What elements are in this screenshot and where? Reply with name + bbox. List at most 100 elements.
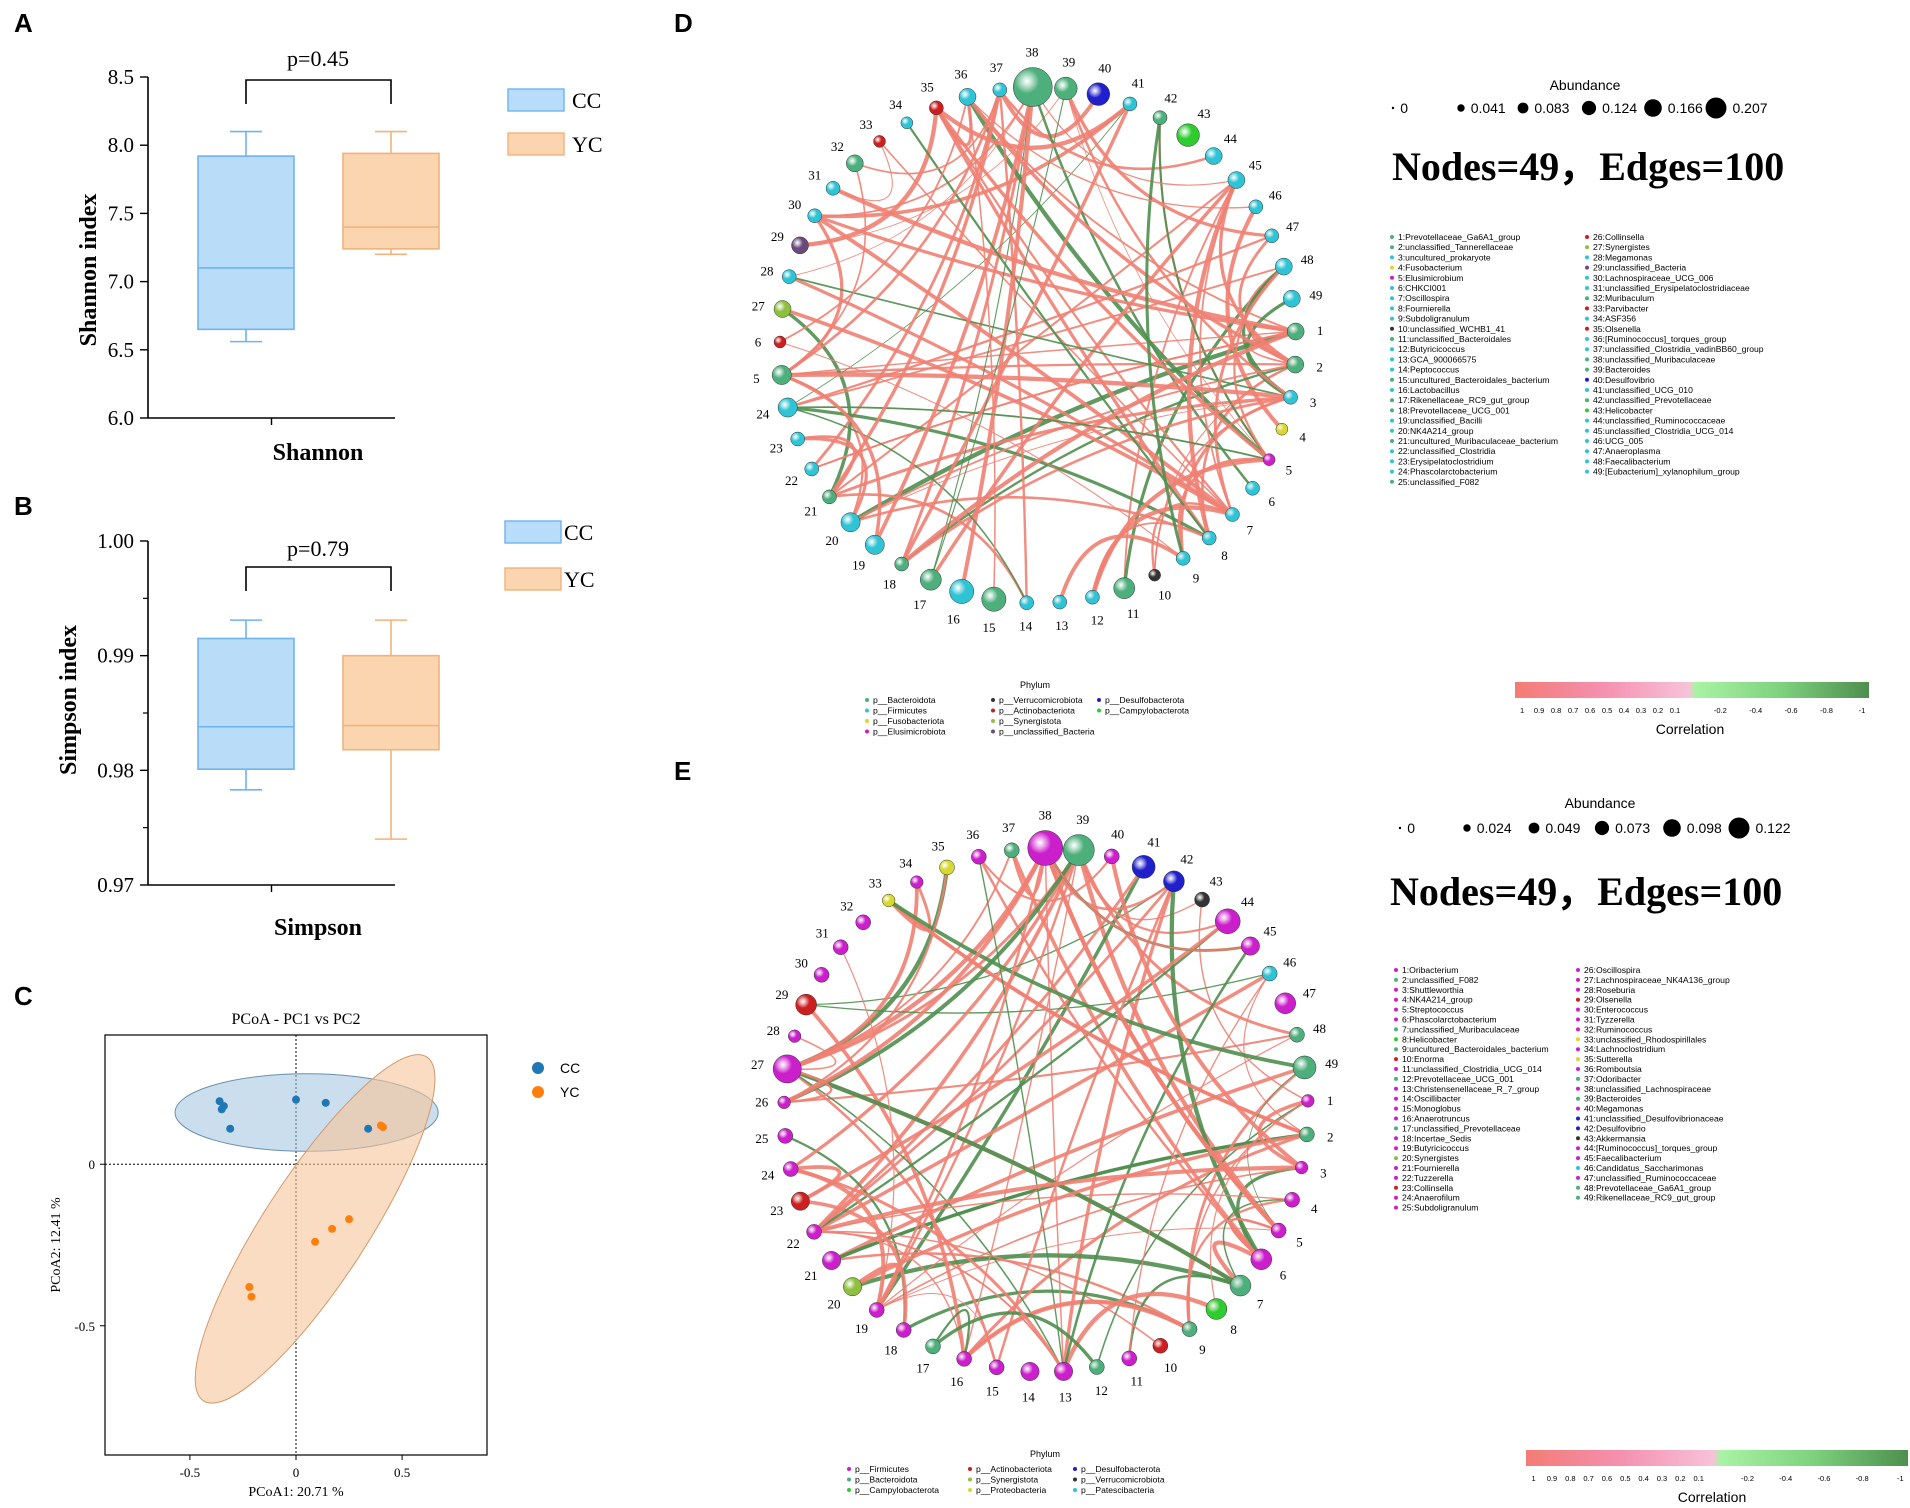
node-label: 3 [1310, 395, 1317, 410]
taxa-dot [1394, 997, 1398, 1002]
taxa-item: 16:Anaerotruncus [1402, 1114, 1470, 1124]
node-label: 38 [1039, 808, 1052, 823]
node-label: 30 [788, 197, 801, 212]
node-label: 1 [1327, 1093, 1334, 1108]
colorbar-tick-label: 0.2 [1675, 1474, 1685, 1483]
taxa-item: 29:unclassified_Bacteria [1593, 263, 1686, 273]
box-cc [197, 130, 295, 343]
node-label: 39 [1062, 54, 1075, 69]
abundance-dot [1398, 826, 1402, 830]
legend-cc-label-a: CC [572, 88, 601, 113]
positive-edge [875, 847, 1047, 1311]
taxa-item: 22:unclassified_Clostridia [1398, 446, 1496, 456]
node [1286, 355, 1304, 374]
node [894, 556, 909, 572]
node [1245, 481, 1260, 496]
negative-edge [875, 866, 1146, 1311]
node-label: 12 [1091, 613, 1104, 628]
positive-edge [784, 1033, 1298, 1104]
node [1248, 199, 1264, 215]
phylum-item: p__Fusobacteriota [873, 716, 944, 726]
x-tick-label: -0.5 [180, 1465, 201, 1480]
taxa-dot [1390, 316, 1394, 321]
phylum-dot [865, 729, 869, 734]
abundance-dot [1644, 99, 1662, 117]
node [788, 1029, 802, 1043]
taxa-item: 15:Monoglobus [1402, 1104, 1461, 1114]
node-label: 34 [899, 856, 913, 871]
simpson-pvalue: p=0.79 [287, 536, 349, 561]
node-label: 44 [1241, 894, 1255, 909]
node [846, 154, 864, 173]
taxa-dot [1390, 255, 1394, 260]
y-tick-label: 7.5 [108, 201, 134, 225]
edges [783, 847, 1309, 1373]
positive-edge [789, 86, 1034, 278]
taxa-dot [1576, 1116, 1580, 1121]
taxa-item: 41:unclassified_UCG_010 [1593, 385, 1693, 395]
cc-point [321, 1098, 330, 1107]
taxa-dot [1585, 459, 1589, 464]
iqr-box [342, 152, 440, 250]
node-label: 11 [1127, 606, 1140, 621]
positive-edge [1199, 179, 1238, 515]
nodes: 1234567891011121314151617181920212223245… [752, 45, 1324, 635]
taxa-dot [1576, 1096, 1580, 1101]
taxa-dot [1390, 469, 1394, 474]
positive-edge [832, 186, 1297, 334]
legend-swatch-yc [504, 567, 562, 591]
taxa-item: 32:Muribaculum [1593, 293, 1654, 303]
taxa-item: 7:Oscillospira [1398, 293, 1450, 303]
node-label: 7 [1247, 523, 1254, 538]
phylum-dot [865, 719, 869, 723]
panel-letter-d: D [674, 8, 693, 38]
node [1215, 908, 1241, 934]
node-label: 4 [1299, 429, 1306, 444]
legend-swatch-cc [504, 520, 562, 544]
taxa-item: 8:Fournierella [1398, 303, 1451, 313]
node-label: 19 [852, 558, 865, 573]
phylum-dot [991, 719, 995, 723]
taxa-item: 40:Desulfovibrio [1593, 375, 1655, 385]
node [855, 914, 871, 931]
negative-edge [851, 1253, 1242, 1289]
taxa-item: 42:unclassified_Prevotellaceae [1593, 395, 1712, 405]
positive-edge [1243, 973, 1308, 1135]
taxa-dot [1394, 977, 1398, 982]
node-label: 47 [1286, 219, 1300, 234]
panel-letter-c: C [14, 981, 33, 1011]
abundance-value: 0.041 [1471, 100, 1506, 116]
taxa-item: 43:Akkermansia [1584, 1133, 1646, 1143]
taxa-item: 45:unclassified_Clostridia_UCG_014 [1593, 426, 1734, 436]
taxa-item: 21:Fournierella [1402, 1163, 1460, 1173]
positive-edge [995, 880, 1176, 1368]
taxa-item: 18:Prevotellaceae_UCG_001 [1398, 405, 1510, 415]
cc-point [292, 1095, 300, 1104]
taxa-dot [1390, 337, 1394, 341]
taxa-dot [1390, 265, 1394, 270]
node [1205, 1298, 1228, 1320]
phylum-item: p__Bacteroidota [855, 1475, 918, 1485]
pcoa-legend-dot-cc [532, 1062, 544, 1074]
taxa-dot [1576, 1126, 1580, 1131]
legend-yc-label-a: YC [572, 132, 603, 157]
abundance-dot [1528, 822, 1540, 834]
phylum-item: p__Bacteroidota [873, 695, 936, 705]
node [873, 135, 886, 148]
cc-point [226, 1124, 235, 1133]
taxa-item: 4:Fusobacterium [1398, 263, 1462, 273]
taxa-item: 47:unclassified_Ruminococcaceae [1584, 1173, 1717, 1183]
positive-edge [814, 214, 1296, 334]
node-label: 36 [966, 827, 980, 842]
node-label: 6 [1280, 1267, 1287, 1282]
positive-edge [829, 493, 1028, 604]
positive-edge [1091, 522, 1210, 598]
taxa-item: 4:NK4A214_group [1402, 995, 1473, 1005]
node-label: 30 [795, 956, 808, 971]
node [1054, 1361, 1073, 1381]
positive-edge [800, 1199, 908, 1331]
taxa-dot [1390, 357, 1394, 362]
positive-edge [1233, 265, 1285, 461]
abundance-value: 0.024 [1477, 820, 1512, 836]
positive-edge [887, 898, 1308, 1137]
